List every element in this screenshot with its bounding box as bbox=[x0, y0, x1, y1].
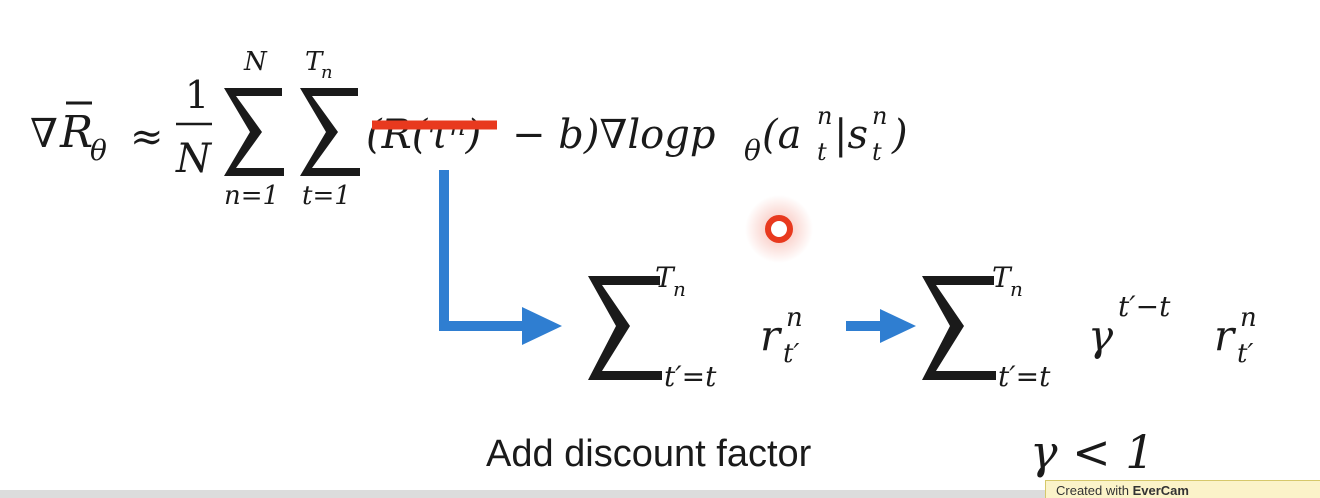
sum2-sigma bbox=[300, 88, 360, 176]
laser-pointer-icon bbox=[745, 195, 813, 263]
rest-paren-a: (a bbox=[762, 112, 801, 158]
right-sum-upper-n: n bbox=[1010, 277, 1023, 301]
gamma-symbol: γ bbox=[1088, 311, 1114, 360]
right-sum-lower: t′=t bbox=[998, 360, 1051, 393]
elbow-arrow-head bbox=[522, 307, 562, 345]
middle-sum-r-sup: n bbox=[786, 303, 803, 333]
right-sum-r: r bbox=[1214, 311, 1237, 360]
frac-denominator: N bbox=[175, 136, 213, 182]
bottom-divider bbox=[0, 490, 1320, 498]
middle-sum-upper-T: T bbox=[655, 261, 676, 294]
policy-gradient-formula: ∇ R θ ≈ 1 N N n=1 T n t=1 (R(τⁿ) − b)∇lo… bbox=[30, 47, 908, 211]
right-arrow bbox=[846, 309, 916, 343]
right-sum-r-sub: t′ bbox=[1237, 339, 1253, 369]
middle-sum-r-sub: t′ bbox=[783, 339, 799, 369]
sum2-upper-n: n bbox=[321, 62, 333, 83]
caption-text: Add discount factor bbox=[486, 433, 812, 475]
middle-sum-lower: t′=t bbox=[664, 360, 717, 393]
lhs-theta: θ bbox=[90, 134, 107, 167]
condition-text: γ < 1 bbox=[1030, 425, 1155, 479]
rest-formula: − b)∇logp bbox=[512, 112, 715, 158]
s-superscript: n bbox=[872, 102, 887, 130]
middle-sum-upper-n: n bbox=[673, 277, 686, 301]
discounted-sum: T n t′=t γ t′−t r n t′ bbox=[922, 261, 1257, 393]
right-sum-r-sup: n bbox=[1240, 303, 1257, 333]
frac-numerator: 1 bbox=[185, 73, 209, 117]
bar-s: |s bbox=[834, 112, 868, 158]
a-superscript: n bbox=[817, 102, 832, 130]
middle-sum-sigma bbox=[588, 276, 662, 380]
lhs-nabla: ∇ bbox=[30, 111, 58, 157]
lhs-R: R bbox=[59, 107, 93, 158]
gamma-exponent: t′−t bbox=[1118, 290, 1171, 323]
sum1-lower: n=1 bbox=[224, 181, 279, 211]
right-arrow-head bbox=[880, 309, 916, 343]
watermark-brand: EverCam bbox=[1132, 483, 1189, 498]
a-subscript: t bbox=[817, 138, 827, 166]
middle-sum-r: r bbox=[760, 311, 783, 360]
sum1-sigma bbox=[224, 88, 284, 176]
elbow-arrow bbox=[439, 170, 562, 345]
rest-theta: θ bbox=[744, 134, 761, 167]
right-sum-upper-T: T bbox=[992, 261, 1013, 294]
sum2-upper-T: T bbox=[305, 47, 324, 77]
middle-sum: T n t′=t r n t′ bbox=[588, 261, 803, 393]
s-subscript: t bbox=[872, 138, 882, 166]
watermark-prefix: Created with bbox=[1056, 483, 1133, 498]
sum1-upper: N bbox=[243, 47, 268, 77]
right-sum-sigma bbox=[922, 276, 996, 380]
struck-term: (R(τⁿ) bbox=[366, 112, 481, 158]
sum2-lower: t=1 bbox=[302, 181, 351, 211]
approx-sign: ≈ bbox=[130, 114, 164, 160]
watermark-badge: Created with EverCam bbox=[1045, 480, 1320, 498]
close-paren: ) bbox=[891, 112, 908, 158]
